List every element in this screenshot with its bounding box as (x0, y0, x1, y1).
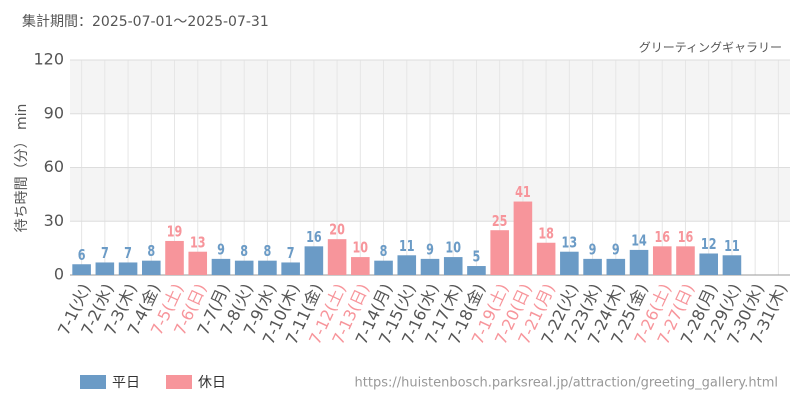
value-label: 11 (724, 238, 740, 255)
y-tick-label: 120 (33, 50, 64, 69)
value-label: 8 (380, 244, 388, 261)
bar (211, 258, 231, 275)
value-label: 18 (538, 226, 554, 243)
value-label: 11 (399, 238, 415, 255)
legend-label: 休日 (198, 375, 226, 391)
bar (188, 251, 208, 275)
bar (629, 249, 649, 275)
bar (142, 260, 161, 275)
legend-label: 平日 (112, 375, 140, 391)
bar (165, 240, 184, 275)
bar (467, 266, 486, 275)
value-label: 14 (631, 233, 647, 250)
bar (281, 262, 300, 275)
bar (304, 246, 324, 275)
bar (234, 260, 254, 275)
value-label: 20 (329, 222, 345, 239)
bar (490, 230, 509, 275)
bar (258, 260, 277, 275)
value-label: 8 (240, 244, 248, 261)
chart-title: 集計期間：2025-07-01～2025-07-31 (22, 13, 269, 30)
bar (327, 239, 347, 275)
bar (443, 257, 463, 275)
value-label: 9 (426, 242, 434, 259)
value-label: 6 (78, 247, 86, 264)
chart-subtitle: グリーティングギャラリー (639, 41, 782, 55)
value-label: 13 (562, 235, 578, 252)
value-label: 9 (612, 242, 620, 259)
value-label: 9 (589, 242, 597, 259)
bar (72, 264, 91, 275)
bar (722, 255, 742, 275)
bar (583, 258, 602, 275)
value-label: 10 (353, 240, 369, 257)
value-label: 8 (147, 244, 155, 261)
bar (606, 258, 626, 275)
bar (560, 251, 579, 275)
value-label: 13 (190, 235, 206, 252)
y-tick-label: 90 (44, 103, 64, 122)
bar (652, 246, 672, 275)
value-label: 10 (445, 240, 461, 257)
value-label: 5 (473, 249, 481, 266)
value-label: 12 (701, 236, 717, 253)
value-label: 16 (654, 229, 670, 246)
bar (118, 262, 138, 275)
value-label: 19 (167, 224, 183, 241)
bar (676, 246, 695, 275)
value-label: 25 (492, 213, 508, 230)
value-label: 7 (287, 245, 295, 262)
value-label: 9 (217, 242, 225, 259)
y-tick-label: 60 (44, 157, 64, 176)
value-label: 41 (515, 185, 531, 202)
bar (513, 201, 533, 275)
bar (374, 260, 393, 275)
bar (420, 258, 440, 275)
value-label: 7 (101, 245, 109, 262)
bar (95, 262, 115, 275)
bar (536, 242, 556, 275)
source: https://huistenbosch.parksreal.jp/attrac… (355, 376, 778, 391)
value-label: 16 (306, 229, 322, 246)
legend-swatch (80, 375, 106, 389)
y-tick-label: 0 (54, 265, 64, 284)
value-label: 7 (124, 245, 132, 262)
bar (351, 257, 370, 275)
bar (699, 253, 718, 275)
y-axis-label: 待ち時間（分） min (14, 104, 30, 233)
value-label: 16 (678, 229, 694, 246)
y-tick-label: 30 (44, 211, 64, 230)
legend-swatch (166, 375, 192, 389)
bar (397, 255, 417, 275)
value-label: 8 (264, 244, 272, 261)
